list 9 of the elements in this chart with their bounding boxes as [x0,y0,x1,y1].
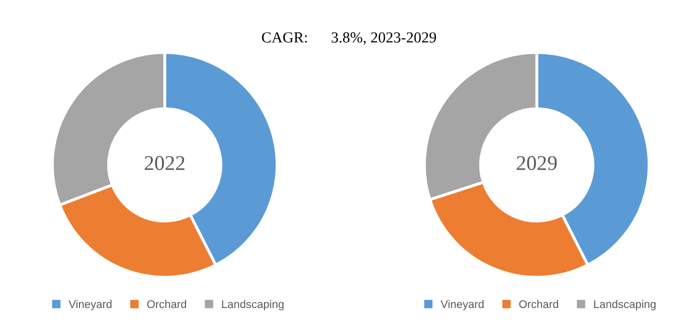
text: CAGR: 3.8%, 2023-2029 [262,32,436,45]
legend-label: Landscaping [594,300,656,310]
text: 2029 [516,156,557,170]
text: 2022 [144,156,184,170]
legend-label: Vineyard [68,300,112,310]
legend-label: Landscaping [222,300,284,310]
legend-label: Orchard [147,300,186,308]
legend-label: Vineyard [440,300,484,310]
legend-label: Orchard [519,300,558,308]
